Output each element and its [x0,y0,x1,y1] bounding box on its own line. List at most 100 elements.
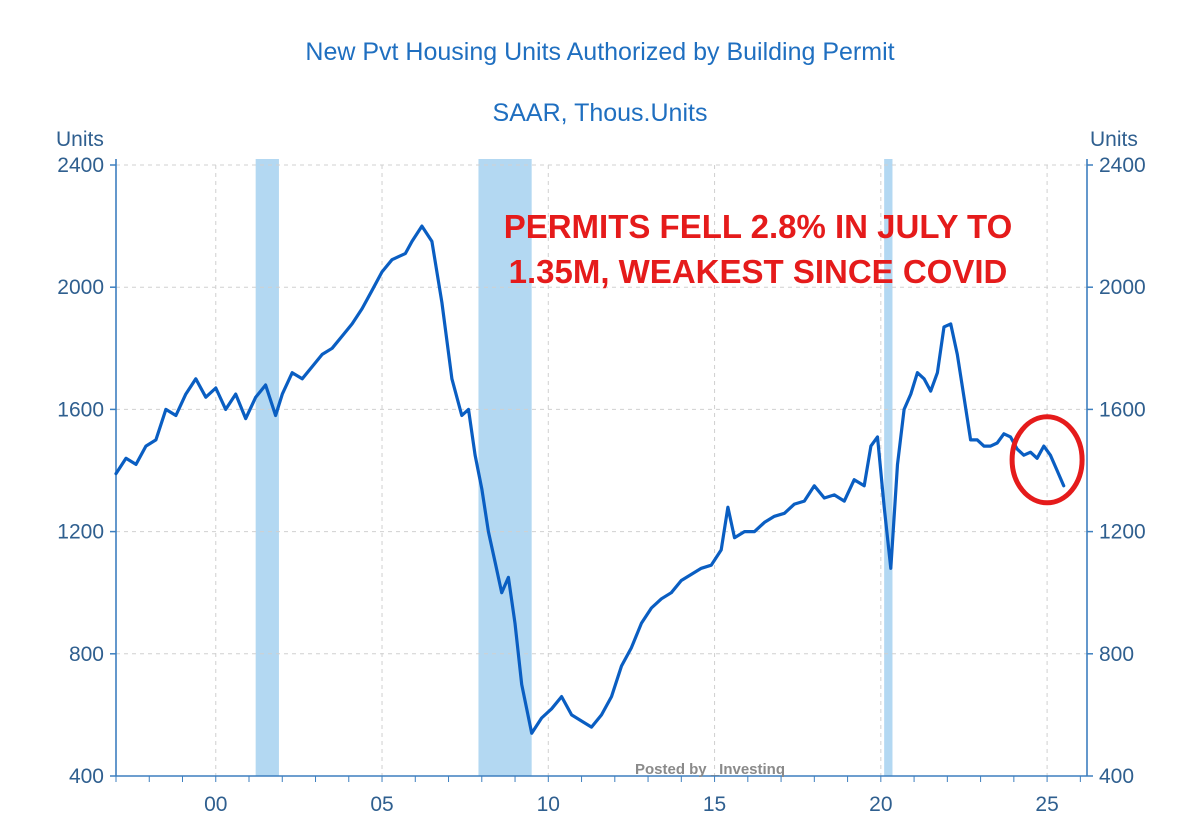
data-point [520,683,523,686]
data-point [916,371,919,374]
x-tick-label-10: 10 [537,793,560,816]
data-point [896,463,899,466]
left-y-tick-label-400: 400 [69,765,104,788]
data-point [690,573,693,576]
data-point [600,714,603,716]
data-point [441,301,443,304]
data-point [274,414,277,417]
data-point [743,530,746,533]
data-point [115,472,117,475]
data-point [773,515,776,518]
data-point [883,506,885,508]
data-point [224,408,227,411]
data-point [264,384,267,386]
data-point [371,289,373,292]
data-point [145,445,147,447]
recession-band-1 [255,159,279,776]
data-point [803,500,806,502]
data-point [943,326,945,328]
right-y-tick-label-2000: 2000 [1099,276,1146,299]
data-point [321,353,323,356]
data-point [1062,484,1065,487]
left-y-tick-label-1600: 1600 [57,398,104,421]
data-point [720,549,723,551]
left-y-tick-label-800: 800 [69,643,104,666]
right-y-tick-label-800: 800 [1099,643,1134,666]
data-point [514,622,516,625]
annotation-line-2: 1.35M, WEAKEST SINCE COVID [509,253,1008,290]
data-point [500,591,503,594]
data-point [467,408,470,411]
watermark: Posted by _Investinq [635,761,785,778]
data-point [1009,436,1012,438]
data-point [590,726,593,728]
data-point [843,500,846,502]
data-point [989,445,992,447]
data-point [620,665,623,667]
data-point [640,622,643,625]
data-point [903,408,905,411]
x-tick-label-20: 20 [869,793,892,816]
data-point [1049,454,1052,457]
data-point [165,408,167,411]
data-point [727,506,729,508]
data-point [996,442,999,444]
data-point [155,439,157,441]
left-y-tick-label-1200: 1200 [57,521,104,544]
data-point [793,503,796,505]
data-point [1056,469,1058,472]
data-point [936,371,939,374]
recession-shading [255,159,893,776]
data-point [487,530,490,533]
data-point [580,720,583,722]
data-point [630,646,633,649]
x-tick-label-00: 00 [204,793,227,816]
data-point [204,396,207,398]
data-point [474,454,476,457]
data-point [361,307,363,310]
data-point [421,225,423,227]
data-point [560,695,563,698]
data-point [431,240,433,243]
right-y-tick-label-400: 400 [1099,765,1134,788]
x-tick-label-25: 25 [1035,793,1058,816]
data-point [234,393,237,395]
left-y-tick-label-2000: 2000 [57,276,104,299]
data-point [125,457,127,460]
data-point [733,536,736,539]
data-point [650,607,653,609]
data-point [530,732,533,735]
data-point [853,478,856,481]
right-y-tick-label-2400: 2400 [1099,154,1146,177]
data-point [753,530,756,533]
data-point [331,347,333,350]
data-point [956,353,959,356]
data-point [404,252,407,255]
data-point [175,414,177,417]
recession-band-2 [478,159,532,776]
data-point [969,439,972,441]
right-y-tick-label-1200: 1200 [1099,521,1146,544]
data-point [451,378,453,380]
data-point [876,436,879,438]
data-point [863,484,866,487]
data-point [281,393,284,395]
data-point [301,378,304,380]
data-point [929,390,932,392]
data-point [351,323,353,325]
data-point [833,494,836,496]
data-point [610,695,613,698]
series-layer [114,224,1085,735]
left-y-tick-label-2400: 2400 [57,154,104,177]
data-point [670,591,673,594]
chart-title: New Pvt Housing Units Authorized by Buil… [305,38,894,66]
data-point [983,445,985,447]
data-point [195,378,197,380]
data-point [1003,433,1005,435]
data-point [135,463,137,466]
data-point [1029,451,1032,453]
data-point [710,564,713,567]
data-point [254,396,257,398]
